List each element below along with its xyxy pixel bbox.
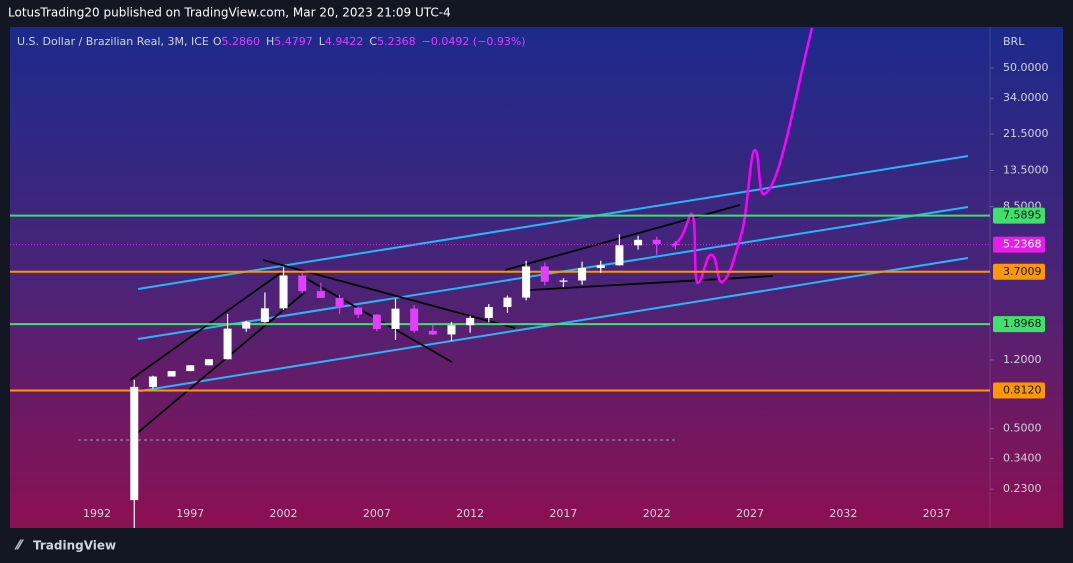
candle-body bbox=[223, 328, 232, 360]
candle-body bbox=[540, 266, 549, 282]
candle-body bbox=[503, 297, 512, 307]
candle-body bbox=[186, 365, 195, 372]
ohlc-label: L bbox=[319, 35, 326, 48]
x-tick-label: 2007 bbox=[363, 507, 391, 520]
level-tag bbox=[993, 382, 1045, 399]
ohlc-value: 5.4797 bbox=[274, 35, 313, 48]
candle-body bbox=[298, 275, 307, 292]
x-tick-label: 1992 bbox=[83, 507, 111, 520]
ohlc-label: C bbox=[369, 35, 377, 48]
footer: TradingView bbox=[33, 539, 116, 553]
candle-body bbox=[596, 265, 605, 269]
candle-body bbox=[335, 297, 344, 308]
x-tick-label: 2022 bbox=[643, 507, 671, 520]
candle-body bbox=[130, 386, 139, 501]
candle-body bbox=[167, 371, 176, 377]
candle-body bbox=[615, 245, 624, 266]
level-tag bbox=[993, 316, 1045, 333]
candle-body bbox=[522, 266, 531, 298]
currency: BRL bbox=[1003, 35, 1025, 48]
x-tick-label: 2037 bbox=[923, 507, 951, 520]
x-tick-label: 2032 bbox=[829, 507, 857, 520]
candle-body bbox=[391, 308, 400, 330]
y-tick-label: 0.2300 bbox=[1003, 482, 1042, 495]
y-tick-label: 13.5000 bbox=[1003, 164, 1049, 177]
candle-body bbox=[354, 307, 363, 315]
candle-body bbox=[428, 330, 437, 335]
y-tick-label: 34.0000 bbox=[1003, 91, 1049, 104]
candle-body bbox=[316, 291, 325, 298]
candle-body bbox=[148, 376, 157, 387]
y-tick-label: 21.5000 bbox=[1003, 127, 1049, 140]
candle-body bbox=[410, 308, 419, 331]
projection-path bbox=[671, 27, 814, 285]
candle-body bbox=[447, 325, 456, 335]
candle-body bbox=[634, 239, 643, 246]
x-tick-label: 1997 bbox=[176, 507, 204, 520]
candle-body bbox=[372, 314, 381, 330]
y-tick-label: 0.3400 bbox=[1003, 452, 1042, 465]
x-tick-label: 2027 bbox=[736, 507, 764, 520]
x-tick-label: 2002 bbox=[270, 507, 298, 520]
ohlc-value: 4.9422 bbox=[325, 35, 364, 48]
ohlc-label: O bbox=[213, 35, 222, 48]
x-tick-label: 2017 bbox=[549, 507, 577, 520]
candle-body bbox=[652, 239, 661, 244]
ohlc-value: 5.2860 bbox=[222, 35, 261, 48]
level-tag bbox=[993, 207, 1045, 224]
x-tick-label: 2012 bbox=[456, 507, 484, 520]
change: −0.0492 (−0.93%) bbox=[422, 35, 526, 48]
legend: U.S. Dollar / Brazilian Real, 3M, ICE O 5.… bbox=[17, 35, 526, 48]
ohlc-label: H bbox=[266, 35, 274, 48]
last-price-tag bbox=[993, 236, 1045, 253]
symbol-title: U.S. Dollar / Brazilian Real, 3M, ICE bbox=[17, 35, 209, 48]
candle-body bbox=[204, 359, 213, 366]
candle-body bbox=[559, 280, 568, 282]
header: LotusTrading20 published on TradingView.… bbox=[8, 6, 451, 20]
y-tick-label: 1.2000 bbox=[1003, 353, 1042, 366]
level-label: 1.8968 bbox=[1003, 317, 1042, 330]
candle-body bbox=[242, 321, 251, 329]
ohlc-value: 5.2368 bbox=[377, 35, 416, 48]
candle-body bbox=[279, 275, 288, 309]
y-tick-label: 50.0000 bbox=[1003, 61, 1049, 74]
candle-body bbox=[260, 308, 269, 322]
level-label: 0.8120 bbox=[1003, 383, 1042, 396]
candle-body bbox=[466, 317, 475, 326]
y-tick-label: 0.5000 bbox=[1003, 421, 1042, 434]
last-price-label: 5.2368 bbox=[1003, 238, 1042, 251]
candle-body bbox=[484, 306, 493, 318]
level-label: 3.7009 bbox=[1003, 265, 1042, 278]
level-label: 7.5895 bbox=[1003, 209, 1042, 222]
candle-body bbox=[578, 268, 587, 281]
logo-mark: ⁄⁄ bbox=[14, 539, 24, 554]
trend-lines bbox=[129, 204, 774, 436]
level-tag bbox=[993, 263, 1045, 280]
chart-panel bbox=[10, 27, 1063, 528]
candle-body bbox=[671, 243, 680, 245]
